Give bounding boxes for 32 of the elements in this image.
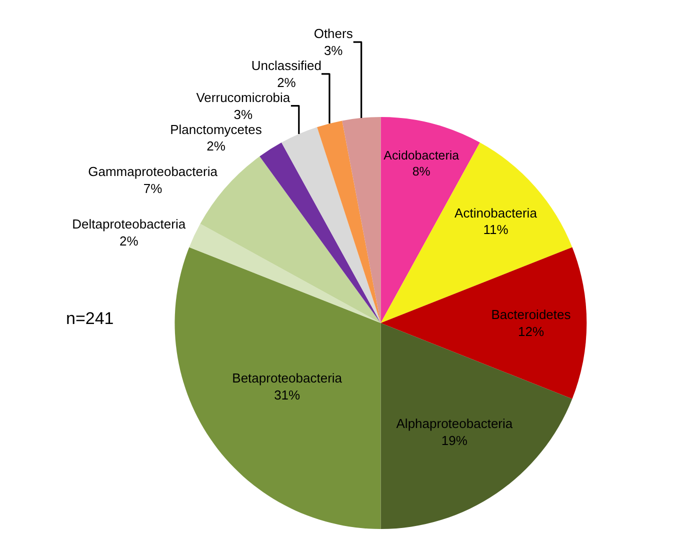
data-label: 8% [412,164,430,179]
slice-label: Alphaproteobacteria [396,416,514,432]
data-label: 3% [234,106,254,122]
pie-slice [281,127,381,324]
pie-slice [380,142,572,324]
pie-slice [380,323,572,529]
text: n=241 [66,309,114,328]
data-label: 11% [483,222,509,238]
pie-slice [174,247,381,529]
slice-label: Bacteroidetes [491,307,572,322]
data-label: 2% [119,233,139,248]
slice-label: Actinobacteria [454,205,538,220]
slice-label: Acidobacteria [384,148,460,162]
data-label: 3% [324,43,344,58]
slice-label: Deltaproteobacteria [72,216,186,232]
pie-slice [260,142,381,324]
data-label: 31% [274,387,301,402]
pie-slice [317,120,381,324]
data-label: 2% [277,74,296,90]
data-label: 2% [206,138,226,154]
pie-slice [380,247,587,399]
slice-label: Verrucomicrobia [196,90,291,105]
slice-label: Others [314,26,354,42]
data-label: 7% [143,180,163,196]
slice-label: Gammaproteobacteria [88,164,218,179]
slice-label: Planctomycetes [170,122,262,137]
pie-slice [342,117,381,324]
slice-label: Betaproteobacteria [232,370,343,386]
slice-label: Unclassified [251,58,322,73]
data-label: 12% [518,324,544,339]
data-label: 19% [441,433,468,448]
pie-slice [189,224,381,324]
